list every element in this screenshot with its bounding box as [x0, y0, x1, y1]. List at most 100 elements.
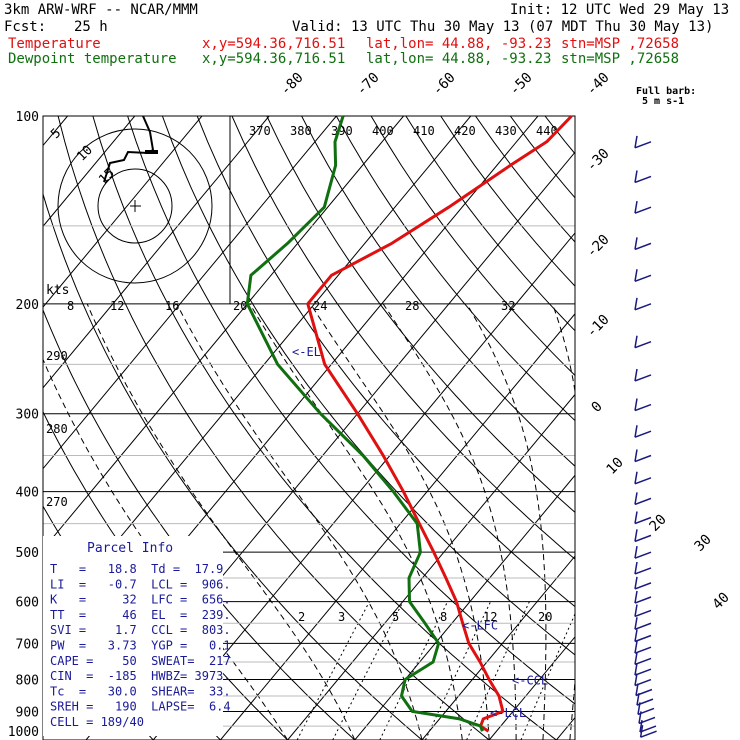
isotherm-line: [43, 116, 270, 389]
wind-barb-staff: [634, 534, 652, 543]
moist-adiabat-line: [310, 303, 490, 740]
wind-barb-flag: [634, 673, 638, 686]
wind-barb-flag: [634, 201, 638, 214]
isentrope-label: 410: [413, 124, 435, 138]
mixing-ratio-label: 8: [440, 610, 447, 624]
wind-barb-staff: [634, 374, 652, 382]
wind-barb-flag: [634, 529, 638, 542]
wind-barb-flag: [634, 617, 638, 630]
dry-adiabat-line: [719, 116, 740, 740]
pressure-tick-label: 600: [16, 596, 39, 611]
isotherm-line: [43, 116, 404, 551]
pressure-tick-label: 300: [16, 408, 39, 423]
parcel-info-row: PW = 3.73 YGP = 0.1: [50, 639, 231, 653]
isotherm-line: [624, 116, 740, 740]
mixing-ratio-line: [296, 601, 370, 740]
wind-barb-flag: [634, 269, 638, 282]
wind-barb-flag: [634, 604, 638, 617]
wind-barb-flag: [634, 663, 638, 676]
isentrope-label: 370: [249, 124, 271, 138]
dry-adiabat-line: [405, 116, 575, 332]
isotherm-label: -20: [584, 232, 613, 261]
plot-frame: [42, 115, 576, 740]
isotherm-line: [691, 116, 740, 740]
mixing-ratio-labels: 2 3 5 8 12 20: [298, 610, 552, 624]
isotherm-labels: -80 -70 -60 -50 -40 -30 -20 -10 0 10 20 30 40: [278, 70, 733, 613]
isotherm-line: [43, 116, 472, 631]
wind-barb-staff: [634, 551, 652, 559]
isotherm-line: [43, 116, 136, 228]
pressure-tick-label: 200: [16, 298, 39, 313]
level-label-ccl: <-CCL: [512, 674, 548, 688]
isotherm-label: -70: [354, 70, 383, 99]
isotherm-label: -10: [584, 312, 613, 341]
wind-barb-staff: [639, 725, 657, 733]
parcel-info-row: Tc = 30.0 SHEAR= 33.: [50, 684, 231, 698]
wind-barb-staff: [634, 668, 652, 676]
wind-barb-flag: [634, 652, 638, 665]
barb-legend-value: 5 m s-1: [642, 96, 684, 107]
dry-adiabat-line: [370, 116, 575, 377]
mixing-ratio-label: 5: [392, 610, 399, 624]
wind-barb-flag: [634, 641, 638, 654]
dry-adiabat-line: [335, 116, 575, 422]
hodograph-scale-label: 16: [165, 299, 179, 313]
dewpoint-legend-label: Dewpoint temperature: [8, 51, 177, 67]
isotherm-label: 30: [692, 532, 715, 555]
wind-barb-flag: [634, 425, 638, 438]
isotherm-label: 40: [710, 590, 733, 613]
dry-adiabat-line: [615, 116, 740, 740]
pressure-tick-label: 900: [16, 705, 39, 720]
forecast-label: Fcst:: [4, 19, 47, 35]
hodograph-scale-label: 32: [501, 299, 515, 313]
wind-barb-staff: [634, 497, 652, 506]
parcel-info-row: T = 18.8 Td = 17.9: [50, 562, 223, 576]
storm-motion-marker: [145, 150, 158, 154]
pressure-tick-label: 500: [16, 546, 39, 561]
plot-border: [42, 115, 576, 740]
barb-legend: Full barb: 5 m s-1: [636, 86, 696, 107]
wind-barb-flag: [634, 170, 638, 183]
wind-barb-staff: [634, 646, 652, 654]
parcel-info-background: [43, 536, 223, 736]
hodograph-speed-scale: kts 8 12 16 20 24 28 32: [46, 283, 515, 313]
wind-barb-flag: [634, 576, 638, 589]
valid-time: Valid: 13 UTC Thu 30 May 13 (07 MDT Thu …: [292, 19, 714, 35]
isotherm-label: -60: [430, 70, 459, 99]
wind-barb-staff: [634, 175, 652, 184]
dry-adiabat-line: [649, 116, 740, 740]
isentrope-label: 290: [46, 349, 68, 363]
pressure-tick-label: 1000: [8, 725, 39, 740]
wind-barb-flag: [634, 398, 638, 411]
isotherm-label: 0: [589, 399, 606, 416]
mixing-ratio-label: 20: [538, 610, 552, 624]
dewpoint-trace: [245, 115, 484, 732]
wind-barb-flag: [634, 492, 638, 505]
isotherm-label: -40: [584, 70, 613, 99]
parcel-info-row: TT = 46 EL = 239.: [50, 608, 231, 622]
moist-adiabat-line: [382, 303, 517, 740]
wind-barb-flag: [636, 693, 640, 706]
isotherm-label: -80: [278, 70, 307, 99]
wind-barb-flag: [634, 335, 638, 348]
wind-barb-flag: [639, 725, 644, 738]
hodograph-ring-label: 10: [74, 143, 96, 165]
barb-legend-title: Full barb:: [636, 86, 696, 97]
mixing-ratio-line: [332, 601, 404, 740]
wind-barb-staff: [634, 403, 652, 412]
dewpoint-line: [245, 115, 484, 732]
temperature-legend-label: Temperature: [8, 36, 101, 52]
temperature-legend-station: stn=MSP ,72658: [561, 36, 680, 52]
isentrope-label: 380: [290, 124, 312, 138]
isentrope-label: 270: [46, 495, 68, 509]
parcel-info-panel: Parcel Info T = 18.8 Td = 17.9LI = -0.7 …: [43, 536, 231, 736]
wind-barb-flag: [634, 561, 638, 575]
hodograph-scale-label: 12: [110, 299, 124, 313]
mixing-ratio-label: 12: [483, 610, 497, 624]
isentrope-label: 280: [46, 422, 68, 436]
wind-barb-staff: [634, 341, 652, 349]
wind-barb-staff: [634, 596, 652, 604]
forecast-hour: 25 h: [74, 19, 108, 35]
